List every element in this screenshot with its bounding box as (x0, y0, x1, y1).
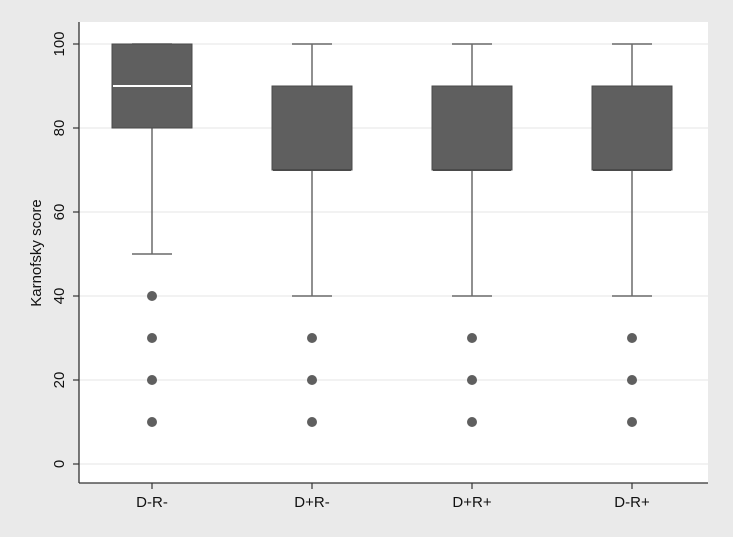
outlier-point (307, 333, 317, 343)
outlier-point (627, 333, 637, 343)
outlier-point (627, 417, 637, 427)
outlier-point (467, 375, 477, 385)
box-iqr (431, 85, 513, 171)
box-iqr (591, 85, 673, 171)
outlier-point (467, 417, 477, 427)
x-tick-label: D-R- (136, 494, 168, 511)
box-group-2 (431, 43, 513, 427)
x-tick-label: D-R+ (614, 494, 650, 511)
outlier-point (147, 333, 157, 343)
box-iqr (271, 85, 353, 171)
y-tick-label: 0 (51, 460, 68, 468)
outlier-point (147, 417, 157, 427)
y-tick-label: 60 (51, 204, 68, 221)
y-tick-label: 40 (51, 288, 68, 305)
axis-layer: 0 20 40 60 80 100 D-R- D+R- D+R+ D-R+ (51, 22, 708, 511)
outlier-point (307, 375, 317, 385)
y-axis-label: Karnofsky score (28, 199, 45, 307)
box-group-1 (271, 43, 353, 427)
y-tick-label: 20 (51, 372, 68, 389)
y-tick-label: 80 (51, 120, 68, 137)
box-group-3 (591, 43, 673, 427)
box-group-0 (111, 43, 193, 427)
outlier-point (467, 333, 477, 343)
y-tick-label: 100 (51, 31, 68, 56)
outlier-point (147, 291, 157, 301)
x-tick-label: D+R- (294, 494, 329, 511)
outlier-point (307, 417, 317, 427)
outlier-point (147, 375, 157, 385)
box-layer (111, 43, 673, 427)
x-tick-label: D+R+ (452, 494, 491, 511)
outlier-point (627, 375, 637, 385)
